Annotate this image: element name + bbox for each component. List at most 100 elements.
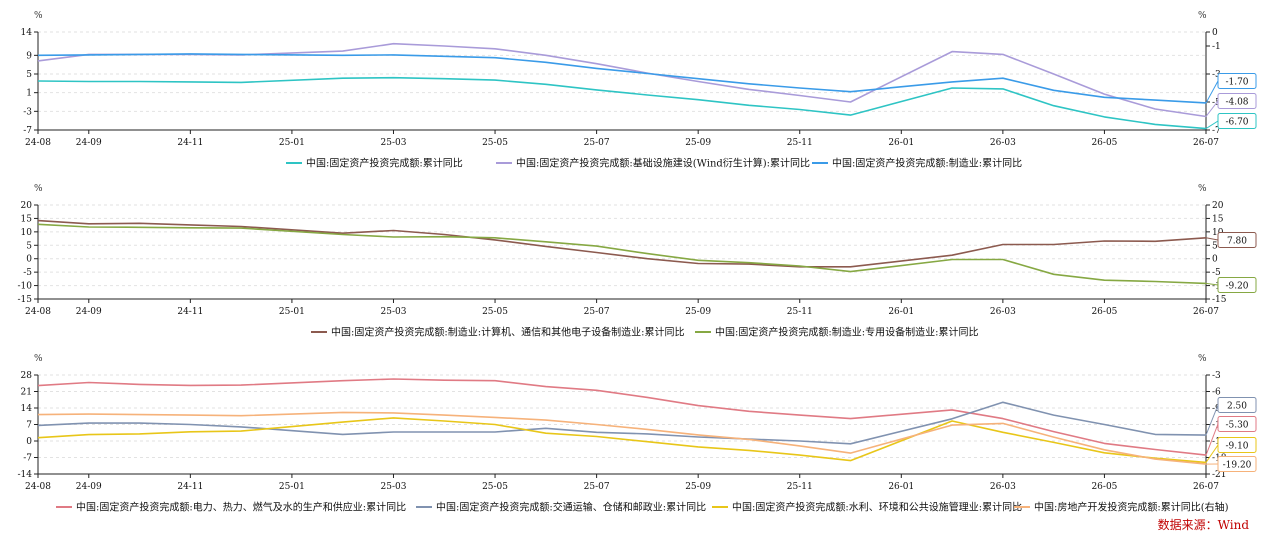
left-tick-label: -14 — [18, 470, 33, 480]
chart-panel-1: %%14951-3-70-1-3-5-724-0824-0924-1125-01… — [21, 11, 1257, 170]
right-tick-label: -5 — [1212, 268, 1221, 278]
chart-panels: %% 14 9 5 1 -3 -7 0 -1 -3 -5 -7 24-08 24-09 24-11 25-01… — [18, 11, 1257, 514]
right-tick-label: -1 — [1212, 42, 1221, 52]
callout-value: 2.50 — [1227, 402, 1247, 412]
x-tick-label: 24-11 — [177, 138, 203, 148]
right-axis-unit: % — [1198, 184, 1207, 194]
series-line-1 — [37, 219, 1207, 268]
callout-box — [1217, 113, 1257, 129]
right-tick-label: -21 — [1212, 470, 1227, 480]
left-tick-label: 14 — [21, 404, 33, 414]
left-tick-label: 20 — [21, 201, 33, 211]
left-tick-label: -3 — [23, 107, 32, 117]
x-tick-label: 26-01 — [888, 307, 914, 317]
x-tick-label: 24-09 — [76, 138, 102, 148]
callout-value: -6.70 — [1225, 118, 1248, 128]
x-tick-label: 25-09 — [685, 138, 711, 148]
x-tick-label: 26-01 — [888, 138, 914, 148]
x-tick-label: 24-08 — [25, 138, 51, 148]
x-tick-label: 25-07 — [584, 307, 610, 317]
x-tick-label: 25-03 — [381, 307, 407, 317]
right-axis-unit: % — [1198, 11, 1207, 21]
x-tick-label: 25-05 — [482, 138, 508, 148]
left-tick-label: 1 — [26, 89, 32, 99]
right-tick-label: -7 — [1212, 126, 1221, 136]
legend-label: 中国:房地产开发投资完成额:累计同比(右轴) — [1034, 501, 1229, 514]
left-tick-label: 0 — [26, 255, 32, 265]
left-axis-unit: % — [34, 184, 43, 194]
left-axis-unit: % — [34, 11, 43, 21]
x-tick-label: 24-09 — [76, 307, 102, 317]
legend-label: 中国:固定资产投资完成额:制造业:计算机、通信和其他电子设备制造业:累计同比 — [331, 326, 684, 339]
callout-value: -9.20 — [1225, 282, 1248, 292]
callout-value: -5.30 — [1225, 421, 1248, 431]
callout-box — [1217, 397, 1257, 413]
series-line-2 — [37, 401, 1207, 445]
series-line-3 — [37, 53, 1207, 104]
x-tick-label: 26-07 — [1193, 307, 1219, 317]
callout-box — [1217, 73, 1257, 89]
x-tick-label: 26-03 — [990, 482, 1016, 492]
right-tick-label: -15 — [1212, 295, 1227, 305]
legend-label: 中国:固定资产投资完成额:水利、环境和公共设施管理业:累计同比 — [732, 501, 1022, 514]
x-tick-label: 24-08 — [25, 307, 51, 317]
x-tick-label: 26-07 — [1193, 482, 1219, 492]
right-axis-unit: % — [1198, 354, 1207, 364]
callout-value: -19.20 — [1223, 461, 1252, 471]
right-tick-label: 5 — [1212, 241, 1218, 251]
callout-value: -1.70 — [1225, 78, 1248, 88]
callout-leader — [1205, 444, 1219, 463]
legend-label: 中国:固定资产投资完成额:基础设施建设(Wind衍生计算):累计同比 — [516, 157, 810, 170]
x-tick-label: 25-03 — [381, 482, 407, 492]
x-tick-label: 25-07 — [584, 138, 610, 148]
left-tick-label: 0 — [26, 437, 32, 447]
right-tick-label: -3 — [1212, 70, 1221, 80]
callout-value: 7.80 — [1227, 237, 1247, 247]
callout-box — [1217, 456, 1257, 472]
x-tick-label: 25-09 — [685, 307, 711, 317]
x-tick-label: 24-08 — [25, 482, 51, 492]
x-tick-label: 25-07 — [584, 482, 610, 492]
left-tick-label: 9 — [26, 51, 32, 61]
series-line-4 — [37, 411, 1207, 465]
series-line-1 — [37, 76, 1207, 130]
callout-leader — [1205, 120, 1219, 130]
left-tick-label: -7 — [23, 454, 32, 464]
callout-leader — [1205, 423, 1219, 456]
x-tick-label: 25-01 — [279, 138, 305, 148]
series-line-2 — [37, 223, 1207, 285]
chart-panel-3: %%28211470-7-14-3-6-9-12-15-18-2124-0824… — [18, 354, 1257, 514]
right-tick-label: 0 — [1212, 255, 1218, 265]
x-tick-label: 26-07 — [1193, 138, 1219, 148]
right-tick-label: 10 — [1212, 228, 1224, 238]
callout-leader — [1205, 80, 1219, 104]
left-tick-label: -7 — [23, 126, 32, 136]
callout-leader — [1205, 100, 1219, 117]
callout-leader — [1205, 404, 1219, 436]
right-tick-label: -6 — [1212, 388, 1221, 398]
right-tick-label: 15 — [1212, 214, 1224, 224]
legend-label: 中国:固定资产投资完成额:制造业:累计同比 — [832, 157, 1022, 170]
left-tick-label: 28 — [21, 371, 33, 381]
data-source-label: 数据来源：Wind — [1158, 517, 1250, 532]
x-tick-label: 25-05 — [482, 307, 508, 317]
x-tick-label: 25-03 — [381, 138, 407, 148]
left-tick-label: 10 — [21, 228, 33, 238]
legend-label: 中国:固定资产投资完成额:交通运输、仓储和邮政业:累计同比 — [436, 501, 706, 514]
callout-leader — [1205, 237, 1219, 241]
x-tick-label: 25-09 — [685, 482, 711, 492]
x-tick-label: 25-05 — [482, 482, 508, 492]
callout-box — [1217, 416, 1257, 432]
legend-label: 中国:固定资产投资完成额:累计同比 — [306, 157, 463, 170]
callout-box — [1217, 437, 1257, 453]
legend-label: 中国:固定资产投资完成额:制造业:专用设备制造业:累计同比 — [715, 326, 978, 339]
x-tick-label: 24-11 — [177, 482, 203, 492]
callout-value: -4.08 — [1225, 98, 1248, 108]
x-tick-label: 26-03 — [990, 138, 1016, 148]
x-tick-label: 26-03 — [990, 307, 1016, 317]
x-tick-label: 24-09 — [76, 482, 102, 492]
left-tick-label: 21 — [21, 388, 32, 398]
callout-box — [1217, 277, 1257, 293]
left-tick-label: -10 — [18, 282, 33, 292]
left-tick-label: 5 — [26, 241, 32, 251]
